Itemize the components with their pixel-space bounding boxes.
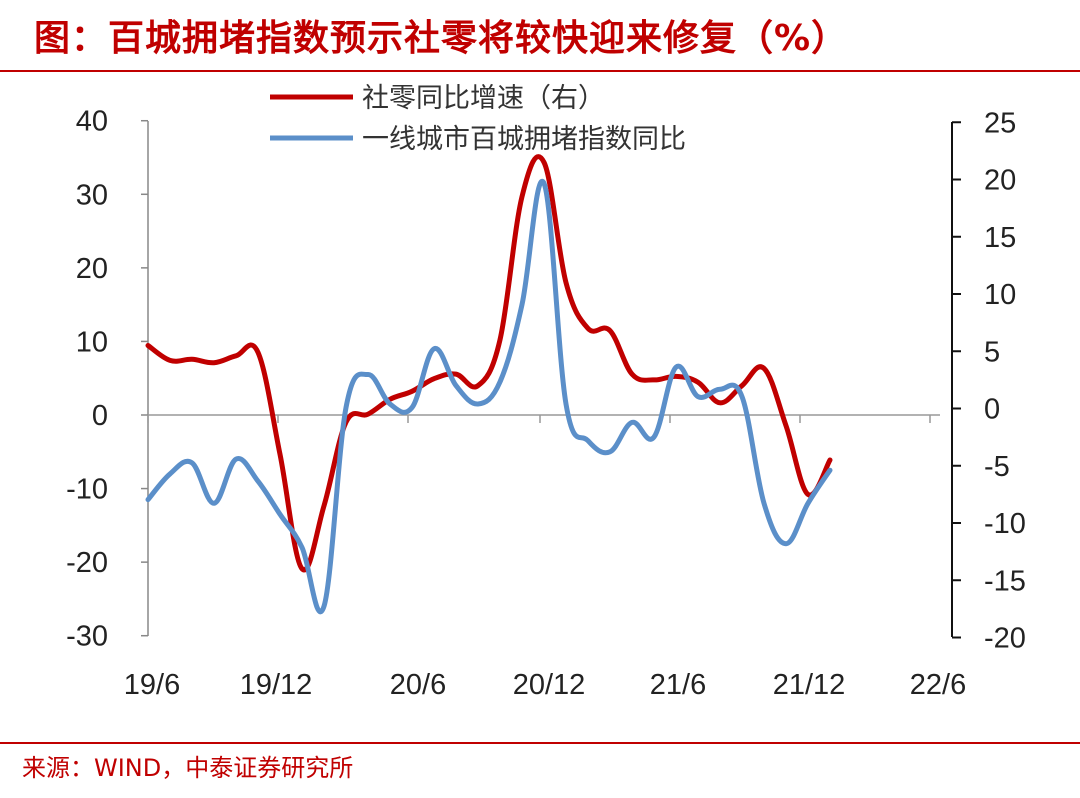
x-axis-tick-label: 19/6 xyxy=(124,669,180,701)
right-axis-tick-label: 25 xyxy=(984,107,1016,139)
left-axis-tick-label: -10 xyxy=(66,474,108,506)
right-axis-tick-label: -20 xyxy=(984,623,1026,655)
left-axis-tick-label: 10 xyxy=(76,326,108,358)
series-line-congestion-index-yoy xyxy=(145,178,833,615)
x-axis-tick-label: 21/6 xyxy=(650,669,706,701)
left-axis-tick-label: 0 xyxy=(92,400,108,432)
source-note: 来源：WIND，中泰证券研究所 xyxy=(22,754,354,782)
right-axis-tick-label: -15 xyxy=(984,565,1026,597)
x-axis-tick-label: 22/6 xyxy=(910,669,966,701)
x-axis-tick-label: 20/12 xyxy=(513,669,586,701)
right-axis-tick-label: 20 xyxy=(984,165,1016,197)
series-line-retail-sales-yoy xyxy=(145,154,833,573)
x-axis-tick-label: 21/12 xyxy=(773,669,846,701)
left-axis-tick-label: 40 xyxy=(76,106,108,138)
right-axis-tick-label: 10 xyxy=(984,279,1016,311)
legend: 社零同比增速（右） 一线城市百城拥堵指数同比 xyxy=(270,83,686,155)
footer-divider xyxy=(0,742,1080,744)
right-axis-tick-label: -5 xyxy=(984,451,1010,483)
left-axis-tick-label: -20 xyxy=(66,547,108,579)
line-chart: 40 30 20 10 0 -10 -20 -30 25 20 15 10 5 0 -5 -10 -15 -20 1… xyxy=(66,83,1026,701)
right-axis-tick-label: -10 xyxy=(984,508,1026,540)
axes-group: 40 30 20 10 0 -10 -20 -30 25 20 15 10 5 0 -5 -10 -15 -20 1… xyxy=(66,106,1026,701)
legend-label: 一线城市百城拥堵指数同比 xyxy=(362,124,686,155)
left-axis-tick-label: 30 xyxy=(76,179,108,211)
legend-label: 社零同比增速（右） xyxy=(362,83,605,114)
chart-title: 图：百城拥堵指数预示社零将较快迎来修复（%） xyxy=(34,18,849,59)
left-axis-tick-label: 20 xyxy=(76,253,108,285)
left-axis-tick-label: -30 xyxy=(66,621,108,653)
right-axis-tick-label: 5 xyxy=(984,336,1000,368)
right-axis-tick-label: 0 xyxy=(984,394,1000,426)
series-group xyxy=(145,154,833,615)
right-axis-tick-label: 15 xyxy=(984,222,1016,254)
title-divider xyxy=(0,70,1080,72)
x-axis-tick-label: 19/12 xyxy=(240,669,313,701)
x-axis-tick-label: 20/6 xyxy=(390,669,446,701)
